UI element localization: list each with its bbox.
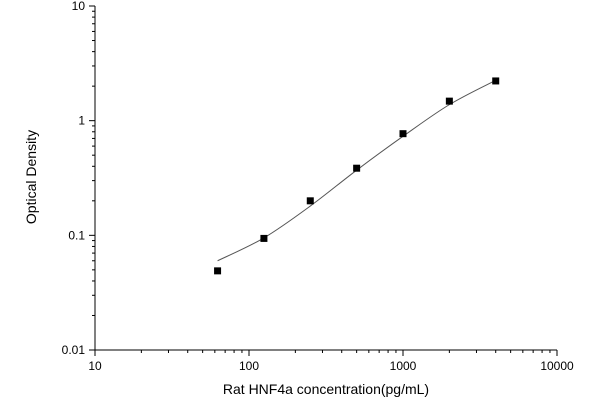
x-tick-label: 10000 — [540, 359, 574, 373]
data-point — [214, 267, 222, 275]
y-tick-label: 0.1 — [68, 228, 85, 242]
y-tick-label: 1 — [78, 114, 85, 128]
y-axis-title: Optical Density — [23, 130, 39, 224]
data-point — [353, 164, 361, 172]
data-points — [214, 77, 500, 275]
y-tick-label: 0.01 — [62, 343, 86, 357]
data-point — [260, 234, 268, 242]
data-point — [306, 197, 314, 205]
axes — [94, 6, 557, 351]
x-tick-label: 10 — [88, 359, 102, 373]
data-point — [492, 77, 500, 85]
y-tick-label: 10 — [72, 0, 86, 13]
x-tick-label: 100 — [239, 359, 259, 373]
ticks: 10 100 1000 10000 0.01 0.1 1 10 — [62, 0, 574, 373]
data-point — [445, 97, 453, 105]
x-tick-label: 1000 — [390, 359, 417, 373]
data-point — [399, 130, 407, 138]
x-axis-title: Rat HNF4a concentration(pg/mL) — [223, 381, 429, 397]
